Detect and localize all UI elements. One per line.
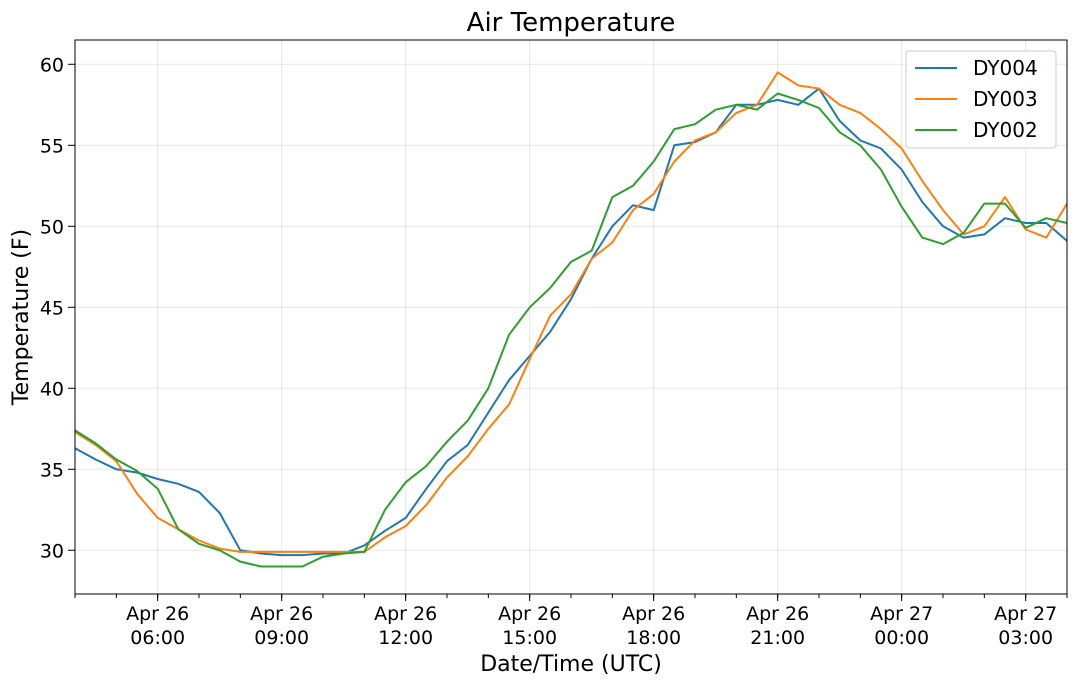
x-tick-label-date: Apr 26 <box>126 603 189 625</box>
y-axis-ticks: 30 35 40 45 50 55 60 <box>40 54 75 562</box>
legend-label: DY003 <box>973 87 1038 111</box>
x-tick-label-date: Apr 26 <box>746 603 809 625</box>
x-tick-label-time: 15:00 <box>502 627 557 649</box>
y-tick-label: 60 <box>40 54 64 76</box>
x-tick-label-date: Apr 26 <box>374 603 437 625</box>
y-tick-label: 55 <box>40 135 64 157</box>
x-tick-label-date: Apr 26 <box>250 603 313 625</box>
x-tick-label-time: 00:00 <box>874 627 929 649</box>
x-axis-label: Date/Time (UTC) <box>480 652 662 677</box>
series-line-dy002 <box>74 92 1068 568</box>
x-tick-label-date: Apr 27 <box>994 603 1057 625</box>
legend: DY004 DY003 DY002 <box>905 50 1057 149</box>
series-lines <box>74 71 1068 568</box>
legend-box <box>905 50 1057 149</box>
x-tick-label-time: 06:00 <box>130 627 185 649</box>
x-tick-label-time: 21:00 <box>750 627 805 649</box>
x-tick-label-date: Apr 27 <box>870 603 933 625</box>
x-tick-label-date: Apr 26 <box>498 603 561 625</box>
x-tick-label-time: 12:00 <box>378 627 433 649</box>
x-tick-label-time: 18:00 <box>626 627 681 649</box>
series-line-dy004 <box>74 87 1068 557</box>
series-line-dy003 <box>74 71 1068 553</box>
y-tick-label: 40 <box>40 378 64 400</box>
grid <box>75 40 1067 594</box>
y-tick-label: 35 <box>40 459 64 481</box>
y-tick-label: 30 <box>40 540 64 562</box>
chart-title: Air Temperature <box>467 8 676 38</box>
legend-label: DY004 <box>973 56 1038 80</box>
legend-label: DY002 <box>973 118 1038 142</box>
y-tick-label: 45 <box>40 297 64 319</box>
x-tick-label-date: Apr 26 <box>622 603 685 625</box>
x-tick-label-time: 03:00 <box>998 627 1053 649</box>
x-tick-label-time: 09:00 <box>254 627 309 649</box>
y-axis-label: Temperature (F) <box>9 229 34 406</box>
y-tick-label: 50 <box>40 216 64 238</box>
